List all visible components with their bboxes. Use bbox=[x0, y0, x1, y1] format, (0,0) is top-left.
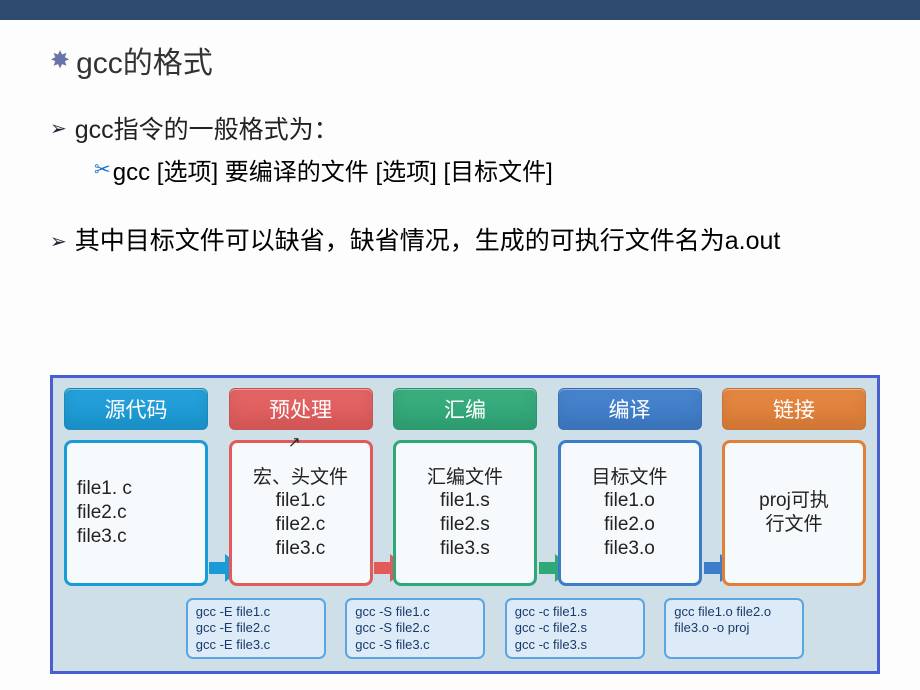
chevron-right-icon: ➢ bbox=[50, 229, 67, 254]
bullet-text-1: gcc指令的一般格式为： bbox=[75, 110, 339, 146]
stage-header: 链接 bbox=[722, 388, 866, 430]
sub-row-1: ✂ gcc [选项] 要编译的文件 [选项] [目标文件] bbox=[94, 152, 870, 187]
command-line: gcc -E file3.c bbox=[196, 637, 316, 653]
pipeline-stage: 链接 proj可执行文件 bbox=[719, 388, 869, 590]
stage-box-title: 目标文件 bbox=[591, 466, 667, 490]
stage-header: 预处理 bbox=[229, 388, 373, 430]
slide-title: gcc的格式 bbox=[76, 38, 213, 82]
stage-box-title: 宏、头文件 bbox=[253, 466, 348, 490]
command-line: gcc -c file2.s bbox=[515, 620, 635, 636]
stage-file-line: file3.s bbox=[440, 537, 490, 561]
cursor-icon: ↖ bbox=[288, 433, 301, 451]
stage-file-line: file1.o bbox=[604, 489, 655, 513]
command-line: file3.o -o proj bbox=[674, 620, 794, 636]
command-box: gcc -c file1.sgcc -c file2.sgcc -c file3… bbox=[505, 598, 645, 659]
stage-box: 目标文件file1.ofile2.ofile3.o bbox=[558, 440, 702, 586]
bullet-text-2: 其中目标文件可以缺省，缺省情况，生成的可执行文件名为a.out bbox=[75, 223, 781, 259]
command-row: gcc -E file1.cgcc -E file2.cgcc -E file3… bbox=[61, 598, 869, 659]
command-box: gcc -E file1.cgcc -E file2.cgcc -E file3… bbox=[186, 598, 326, 659]
stage-file-line: file1.c bbox=[276, 489, 326, 513]
stage-box: proj可执行文件 bbox=[722, 440, 866, 586]
command-line: gcc file1.o file2.o bbox=[674, 604, 794, 620]
scissors-icon: ✂ bbox=[94, 157, 111, 182]
command-line: gcc -E file1.c bbox=[196, 604, 316, 620]
stage-file-line: file1. c bbox=[77, 477, 132, 501]
stage-header: 汇编 bbox=[393, 388, 537, 430]
stage-file-line: file3.c bbox=[77, 525, 127, 549]
command-box: gcc file1.o file2.ofile3.o -o proj bbox=[664, 598, 804, 659]
pipeline-stage: 汇编汇编文件file1.sfile2.sfile3.s bbox=[390, 388, 540, 590]
command-box: gcc -S file1.cgcc -S file2.cgcc -S file3… bbox=[345, 598, 485, 659]
stage-row: 源代码file1. cfile2.cfile3.c预处理↖宏、头文件file1.… bbox=[61, 388, 869, 590]
stage-box-title: 汇编文件 bbox=[427, 466, 503, 490]
pipeline-stage: 编译目标文件file1.ofile2.ofile3.o bbox=[555, 388, 705, 590]
compile-pipeline-diagram: 源代码file1. cfile2.cfile3.c预处理↖宏、头文件file1.… bbox=[50, 375, 880, 674]
stage-file-line: 行文件 bbox=[765, 513, 822, 537]
stage-file-line: file2.c bbox=[276, 513, 326, 537]
bullet-row-2: ➢ 其中目标文件可以缺省，缺省情况，生成的可执行文件名为a.out bbox=[50, 223, 870, 259]
stage-box: 汇编文件file1.sfile2.sfile3.s bbox=[393, 440, 537, 586]
stage-file-line: file3.c bbox=[276, 537, 326, 561]
gcc-format-text: gcc [选项] 要编译的文件 [选项] [目标文件] bbox=[113, 152, 553, 187]
command-line: gcc -c file1.s bbox=[515, 604, 635, 620]
slide: ✸ gcc的格式 ➢ gcc指令的一般格式为： ✂ gcc [选项] 要编译的文… bbox=[0, 0, 920, 690]
command-line: gcc -c file3.s bbox=[515, 637, 635, 653]
command-line: gcc -S file3.c bbox=[355, 637, 475, 653]
stage-file-line: file2.s bbox=[440, 513, 490, 537]
bullet-row-1: ➢ gcc指令的一般格式为： bbox=[50, 110, 870, 146]
pipeline-stage: 源代码 file1. cfile2.cfile3.c bbox=[61, 388, 211, 590]
command-line: gcc -S file2.c bbox=[355, 620, 475, 636]
stage-file-line: proj可执 bbox=[759, 489, 829, 513]
chevron-right-icon: ➢ bbox=[50, 116, 67, 141]
star-icon: ✸ bbox=[50, 46, 70, 75]
stage-header: 编译 bbox=[558, 388, 702, 430]
stage-file-line: file3.o bbox=[604, 537, 655, 561]
stage-box: file1. cfile2.cfile3.c bbox=[64, 440, 208, 586]
stage-box: 宏、头文件file1.cfile2.cfile3.c bbox=[229, 440, 373, 586]
stage-file-line: file1.s bbox=[440, 489, 490, 513]
stage-file-line: file2.o bbox=[604, 513, 655, 537]
stage-file-line: file2.c bbox=[77, 501, 127, 525]
command-line: gcc -E file2.c bbox=[196, 620, 316, 636]
command-line: gcc -S file1.c bbox=[355, 604, 475, 620]
pipeline-stage: 预处理↖宏、头文件file1.cfile2.cfile3.c bbox=[226, 388, 376, 590]
stage-header: 源代码 bbox=[64, 388, 208, 430]
slide-title-row: ✸ gcc的格式 bbox=[50, 38, 870, 82]
